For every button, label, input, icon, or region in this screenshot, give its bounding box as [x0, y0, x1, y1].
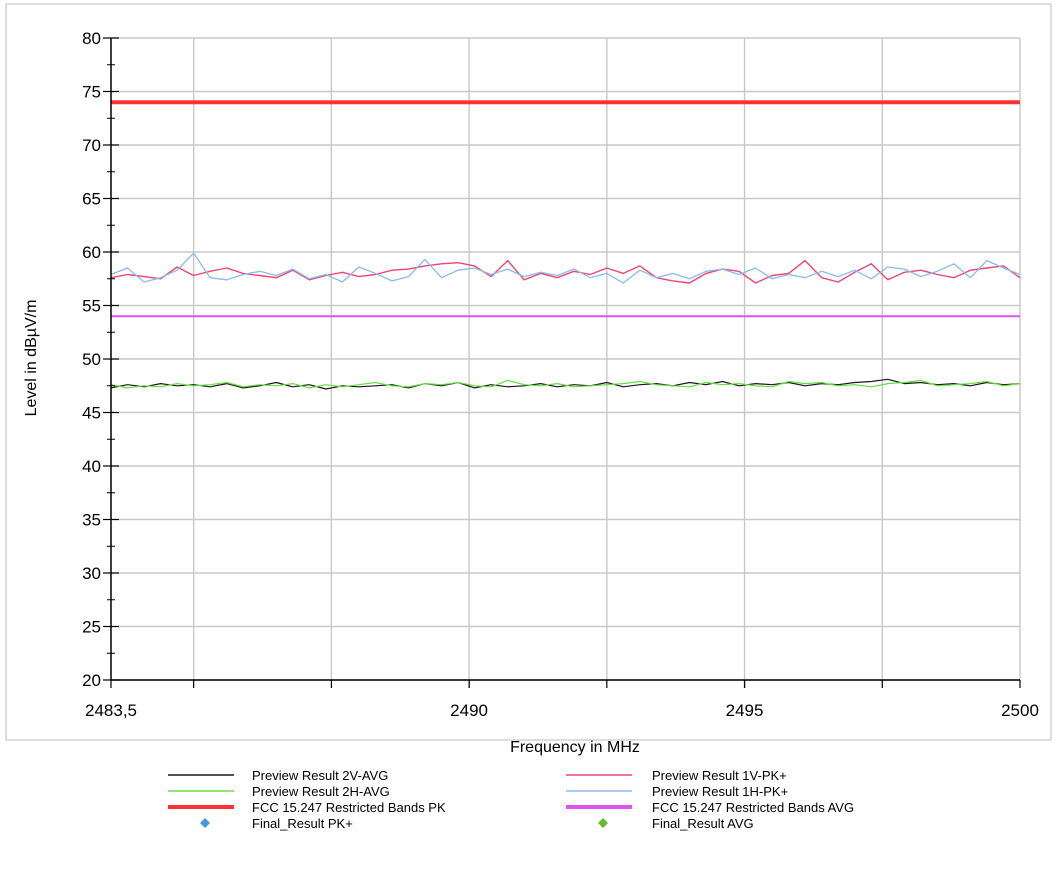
legend-label: Final_Result AVG [652, 816, 754, 831]
y-tick-label: 80 [82, 29, 101, 48]
y-tick-label: 50 [82, 350, 101, 369]
series-line-preview-result-2h-avg [110, 379, 1021, 389]
y-tick-label: 70 [82, 136, 101, 155]
y-tick-label: 25 [82, 618, 101, 637]
legend-label: Preview Result 2H-AVG [252, 784, 390, 799]
y-tick-label: 30 [82, 564, 101, 583]
chart-frame [5, 3, 1052, 741]
y-tick-label: 65 [82, 190, 101, 209]
legend-label: Preview Result 1V-PK+ [652, 768, 787, 783]
x-tick-label: 2490 [450, 701, 488, 720]
x-tick-label: 2500 [1001, 701, 1039, 720]
axes [103, 37, 1021, 688]
y-tick-label: 60 [82, 243, 101, 262]
legend-label: Preview Result 2V-AVG [252, 768, 388, 783]
series-group [110, 100, 1021, 390]
legend-marker-diamond [200, 818, 210, 828]
series-line-preview-result-1h-pk [110, 252, 1021, 284]
legend-label: FCC 15.247 Restricted Bands AVG [652, 800, 854, 815]
y-tick-label: 20 [82, 671, 101, 690]
y-tick-label: 55 [82, 297, 101, 316]
x-axis-label: Frequency in MHz [510, 739, 640, 756]
series-line-preview-result-1v-pk [110, 259, 1021, 284]
legend-label: Final_Result PK+ [252, 816, 353, 831]
y-axis-label: Level in dBµV/m [23, 300, 40, 417]
legend-marker-diamond [598, 818, 608, 828]
y-tick-label: 40 [82, 457, 101, 476]
x-tick-label: 2483,5 [85, 701, 137, 720]
y-tick-label: 45 [82, 404, 101, 423]
legend-label: Preview Result 1H-PK+ [652, 784, 788, 799]
x-tick-label: 2495 [726, 701, 764, 720]
y-tick-label: 35 [82, 511, 101, 530]
grid [111, 37, 1021, 681]
tick-labels: 20 25 30 35 40 45 50 55 60 65 70 75 80 2483,5 2490 2495… [82, 29, 1039, 720]
y-tick-label: 75 [82, 83, 101, 102]
legend-label: FCC 15.247 Restricted Bands PK [252, 800, 446, 815]
legend: Preview Result 2V-AVG Preview Result 1V-P… [168, 768, 854, 831]
